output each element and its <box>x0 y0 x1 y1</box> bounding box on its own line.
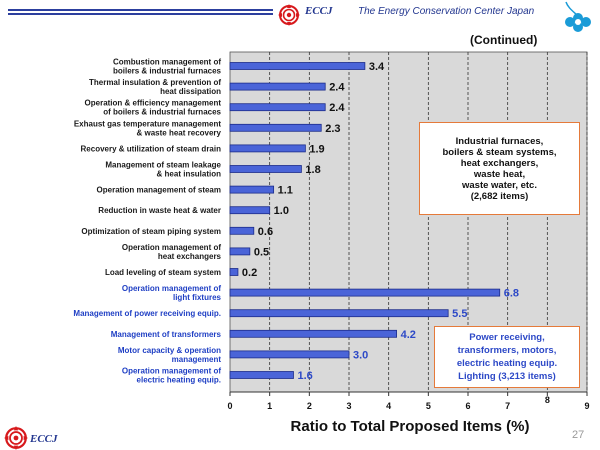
bar <box>229 165 302 173</box>
bar <box>229 185 275 194</box>
x-tick-label: 7 <box>505 401 510 411</box>
category-label: Exhaust gas temperature management & wast… <box>74 119 222 137</box>
category-label: Management of steam leakage & heat insula… <box>105 161 221 179</box>
value-label: 6.8 <box>504 288 519 300</box>
value-label: 3.0 <box>353 349 368 361</box>
bar <box>229 103 326 112</box>
eccj-logo-icon <box>278 4 300 26</box>
value-label: 2.4 <box>329 82 345 94</box>
bar <box>229 144 306 153</box>
x-tick-label: 9 <box>584 401 589 411</box>
bar <box>229 309 449 318</box>
footer-brand: ECCJ <box>30 433 58 445</box>
value-label: 1.9 <box>309 143 324 155</box>
x-tick-label: 8 <box>545 395 550 405</box>
category-label: Management of power receiving equip. <box>73 309 221 318</box>
page-number: 27 <box>572 429 585 441</box>
value-label: 2.4 <box>329 102 345 114</box>
value-label: 0.6 <box>258 226 273 238</box>
header-brand: ECCJ <box>305 5 333 17</box>
category-label: Reduction in waste heat & water <box>98 206 221 215</box>
bar <box>229 82 326 91</box>
category-label: Operation management of electric heating … <box>122 367 221 385</box>
header-rule <box>8 9 273 15</box>
clover-logo-icon <box>565 1 591 32</box>
value-label: 0.5 <box>254 246 269 258</box>
category-label: Operation management of light fixtures <box>122 284 222 302</box>
value-label: 3.4 <box>369 61 385 73</box>
annotation-box-electric: Power receiving, transformers, motors, e… <box>434 326 580 388</box>
value-label: 0.2 <box>242 267 257 279</box>
category-label: Motor capacity & operation management <box>118 346 221 364</box>
bar <box>229 329 398 338</box>
value-label: 1.6 <box>297 370 312 382</box>
bar <box>229 226 255 235</box>
bar <box>229 288 501 297</box>
continued-label: (Continued) <box>470 33 538 47</box>
footer-eccj-logo-icon <box>4 426 28 450</box>
x-tick-label: 6 <box>465 401 470 411</box>
value-label: 1.1 <box>278 185 293 197</box>
bar <box>229 62 366 70</box>
x-tick-label: 3 <box>346 401 351 411</box>
bar <box>229 123 322 132</box>
bar <box>229 206 271 215</box>
bar <box>229 268 239 276</box>
value-label: 2.3 <box>325 123 340 135</box>
value-label: 1.8 <box>305 164 320 176</box>
value-label: 5.5 <box>452 308 467 320</box>
category-label: Operation management of steam <box>97 186 221 195</box>
x-tick-label: 1 <box>267 401 272 411</box>
x-tick-label: 4 <box>386 401 391 411</box>
x-axis-label: Ratio to Total Proposed Items (%) <box>290 418 530 435</box>
value-label: 4.2 <box>401 329 416 341</box>
category-label: Recovery & utilization of steam drain <box>81 144 222 153</box>
bar <box>229 350 350 359</box>
header-organization: The Energy Conservation Center Japan <box>358 6 535 17</box>
bar <box>229 247 251 256</box>
category-label: Operation & efficiency management of boil… <box>85 99 222 117</box>
value-label: 1.0 <box>274 205 289 217</box>
header-bar: ECCJ The Energy Conservation Center Japa… <box>0 0 600 32</box>
category-label: Operation management of heat exchangers <box>122 243 222 261</box>
x-tick-label: 5 <box>426 401 431 411</box>
x-tick-label: 0 <box>227 401 232 411</box>
category-label: Management of transformers <box>111 330 222 339</box>
annotation-box-heat: Industrial furnaces, boilers & steam sys… <box>419 122 580 215</box>
x-tick-label: 2 <box>307 401 312 411</box>
category-label: Combustion management of boilers & indust… <box>113 58 222 76</box>
category-label: Thermal insulation & prevention of heat d… <box>89 78 221 96</box>
category-label: Load leveling of steam system <box>105 268 221 277</box>
category-label: Optimization of steam piping system <box>81 227 221 236</box>
bar <box>229 371 294 379</box>
